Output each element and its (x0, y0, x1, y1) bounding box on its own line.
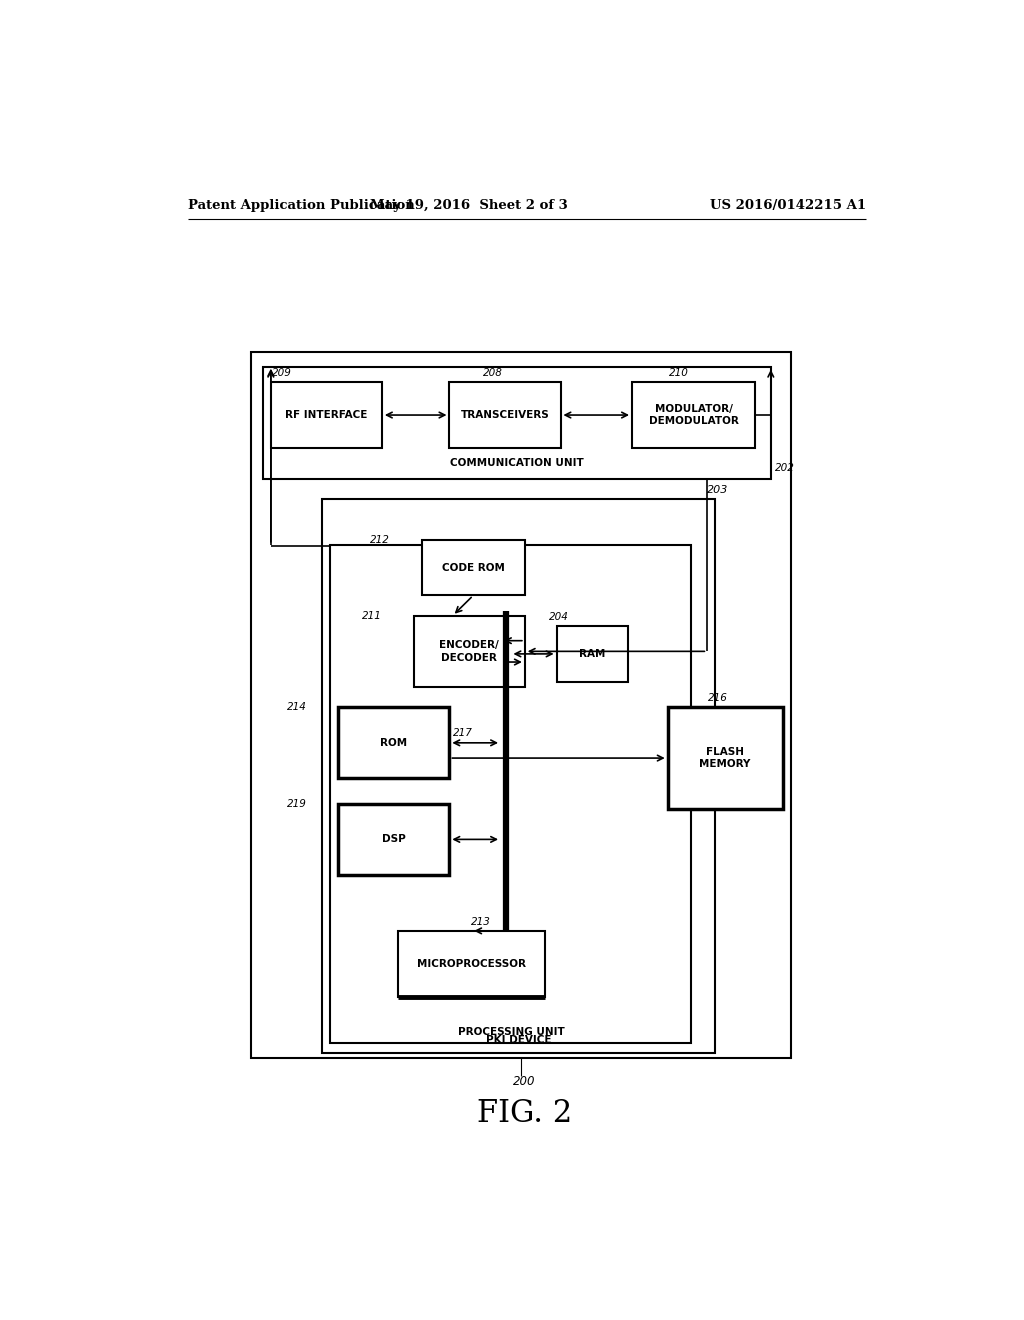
Text: ROM: ROM (380, 738, 408, 748)
Text: 213: 213 (471, 917, 492, 927)
Bar (263, 367, 771, 479)
Text: Patent Application Publication: Patent Application Publication (187, 198, 415, 211)
Text: RF INTERFACE: RF INTERFACE (286, 411, 368, 420)
Text: MODULATOR/
DEMODULATOR: MODULATOR/ DEMODULATOR (648, 404, 738, 426)
Text: 204: 204 (549, 612, 568, 622)
Text: 216: 216 (708, 693, 728, 704)
Text: 202: 202 (775, 463, 795, 474)
Bar (338, 804, 450, 875)
Text: May 19, 2016  Sheet 2 of 3: May 19, 2016 Sheet 2 of 3 (371, 198, 568, 211)
Text: 211: 211 (362, 611, 382, 620)
Text: TRANSCEIVERS: TRANSCEIVERS (461, 411, 549, 420)
Text: PKI DEVICE: PKI DEVICE (486, 1035, 552, 1044)
Text: FIG. 2: FIG. 2 (477, 1098, 572, 1130)
Text: 212: 212 (370, 535, 390, 545)
Text: CODE ROM: CODE ROM (441, 562, 505, 573)
Bar (331, 545, 691, 1043)
Text: 203: 203 (708, 484, 729, 495)
Text: RAM: RAM (579, 649, 605, 659)
Bar (270, 381, 382, 447)
Text: PROCESSING UNIT: PROCESSING UNIT (458, 1027, 564, 1036)
Bar (414, 615, 524, 686)
Text: MICROPROCESSOR: MICROPROCESSOR (417, 958, 525, 969)
Bar (251, 351, 791, 1057)
Bar (450, 381, 560, 447)
Bar (397, 931, 545, 997)
Text: DSP: DSP (382, 834, 406, 845)
Bar (632, 381, 755, 447)
Text: ENCODER/
DECODER: ENCODER/ DECODER (439, 640, 499, 663)
Text: 200: 200 (513, 1076, 536, 1089)
Text: 209: 209 (272, 368, 292, 378)
Bar (338, 708, 450, 779)
Bar (422, 540, 524, 595)
Text: 208: 208 (482, 368, 503, 378)
Text: COMMUNICATION UNIT: COMMUNICATION UNIT (450, 458, 584, 469)
Text: 210: 210 (669, 368, 689, 378)
Text: FLASH
MEMORY: FLASH MEMORY (699, 747, 751, 770)
Bar (668, 708, 782, 809)
Bar (557, 626, 628, 682)
Text: US 2016/0142215 A1: US 2016/0142215 A1 (710, 198, 866, 211)
Bar (323, 499, 715, 1053)
Text: 217: 217 (454, 727, 473, 738)
Text: 219: 219 (287, 799, 306, 809)
Text: 214: 214 (287, 702, 306, 713)
